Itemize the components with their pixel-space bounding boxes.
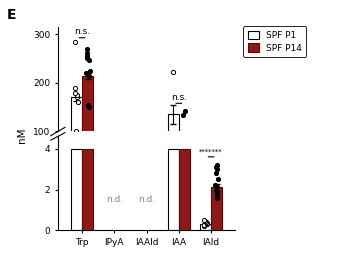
Point	[169, 137, 175, 141]
Point	[214, 163, 220, 167]
Point	[201, 218, 207, 222]
Point	[83, 71, 89, 75]
Point	[180, 113, 186, 118]
Point	[86, 105, 92, 109]
Point	[182, 134, 188, 138]
Point	[212, 183, 218, 188]
Point	[84, 51, 89, 55]
Text: nM: nM	[17, 128, 27, 143]
Point	[212, 187, 218, 192]
Text: *******: *******	[199, 149, 223, 155]
Point	[214, 191, 219, 196]
Point	[181, 146, 187, 151]
Point	[85, 103, 91, 107]
Point	[170, 146, 176, 151]
Bar	[71, 149, 82, 230]
Bar	[71, 98, 82, 180]
Point	[183, 144, 189, 148]
Legend: SPF P1, SPF P14: SPF P1, SPF P14	[243, 26, 306, 57]
Point	[169, 143, 175, 147]
Point	[201, 222, 207, 227]
Text: E: E	[7, 8, 17, 22]
Text: n.s.: n.s.	[74, 27, 90, 36]
Bar	[179, 149, 190, 230]
Point	[169, 139, 175, 143]
Bar	[200, 224, 211, 230]
Point	[171, 154, 176, 158]
Point	[86, 57, 92, 62]
Point	[202, 219, 208, 223]
Bar	[82, 149, 93, 230]
Point	[213, 171, 219, 175]
Point	[204, 221, 210, 225]
Point	[72, 86, 78, 90]
Bar	[168, 114, 179, 180]
Point	[72, 40, 78, 44]
Text: n.d.: n.d.	[106, 195, 123, 204]
Bar	[179, 140, 190, 180]
Point	[180, 141, 186, 146]
Point	[171, 141, 177, 145]
Point	[84, 54, 89, 58]
Bar	[211, 188, 222, 230]
Point	[214, 195, 220, 200]
Point	[202, 224, 207, 228]
Point	[87, 69, 92, 73]
Bar	[82, 76, 93, 180]
Point	[182, 109, 188, 113]
Point	[84, 47, 90, 51]
Point	[73, 129, 79, 134]
Text: n.d.: n.d.	[138, 195, 155, 204]
Point	[182, 139, 188, 143]
Point	[75, 95, 80, 100]
Point	[204, 222, 210, 226]
Point	[213, 165, 219, 169]
Point	[170, 70, 176, 75]
Point	[214, 167, 220, 171]
Bar	[168, 149, 179, 230]
Text: n.s.: n.s.	[171, 93, 187, 102]
Point	[84, 56, 89, 60]
Point	[214, 185, 220, 190]
Point	[75, 100, 81, 105]
Point	[86, 73, 92, 78]
Point	[74, 93, 80, 97]
Point	[72, 91, 78, 95]
Point	[203, 220, 209, 224]
Point	[215, 177, 221, 182]
